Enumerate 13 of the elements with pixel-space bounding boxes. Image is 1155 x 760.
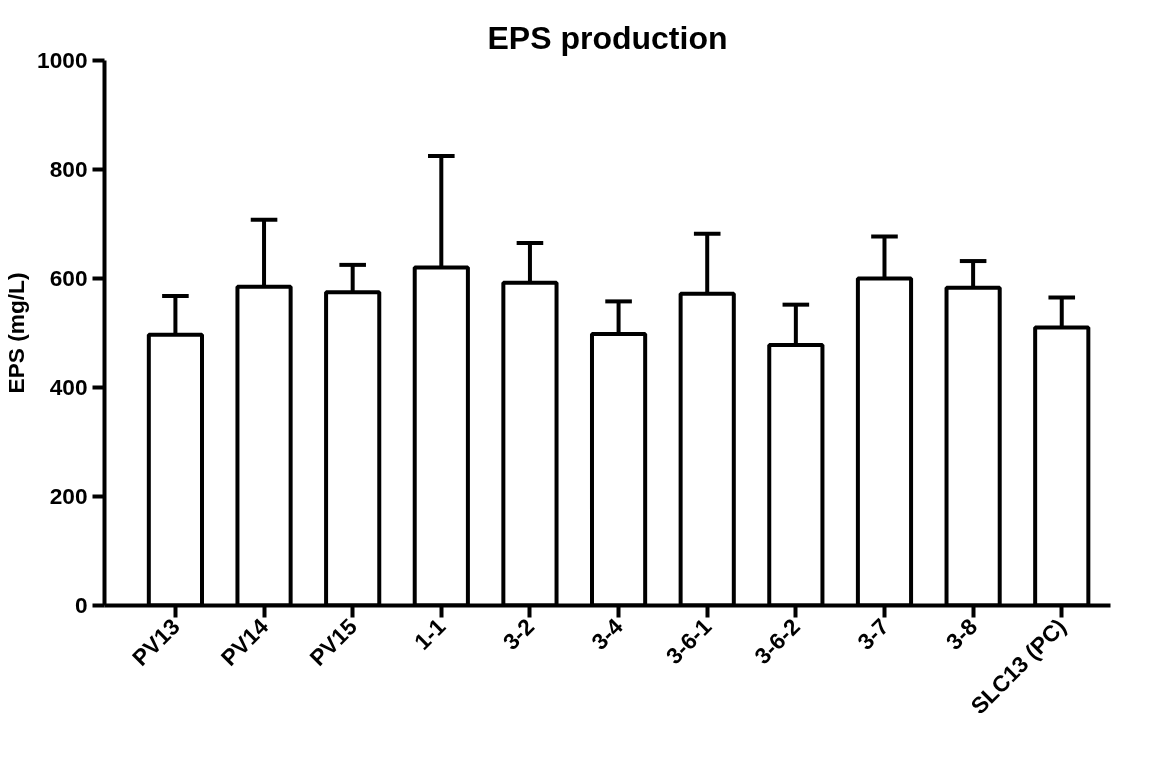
y-tick-label: 200 bbox=[49, 483, 88, 509]
x-tick-label: 3-2 bbox=[497, 613, 540, 655]
y-tick-label: 600 bbox=[49, 265, 88, 291]
y-tick-label: 0 bbox=[74, 592, 88, 618]
y-tick-label: 1000 bbox=[37, 47, 88, 73]
y-tick-label: 800 bbox=[49, 156, 88, 182]
y-axis-title: EPS (mg/L) bbox=[3, 272, 30, 394]
x-tick-label: 3-8 bbox=[940, 613, 983, 655]
x-tick-label: 1-1 bbox=[408, 613, 451, 655]
x-tick-label: 3-4 bbox=[586, 613, 629, 655]
chart-title: EPS production bbox=[487, 19, 728, 56]
y-tick-label: 400 bbox=[49, 374, 88, 400]
x-tick-label: 3-7 bbox=[852, 613, 894, 655]
